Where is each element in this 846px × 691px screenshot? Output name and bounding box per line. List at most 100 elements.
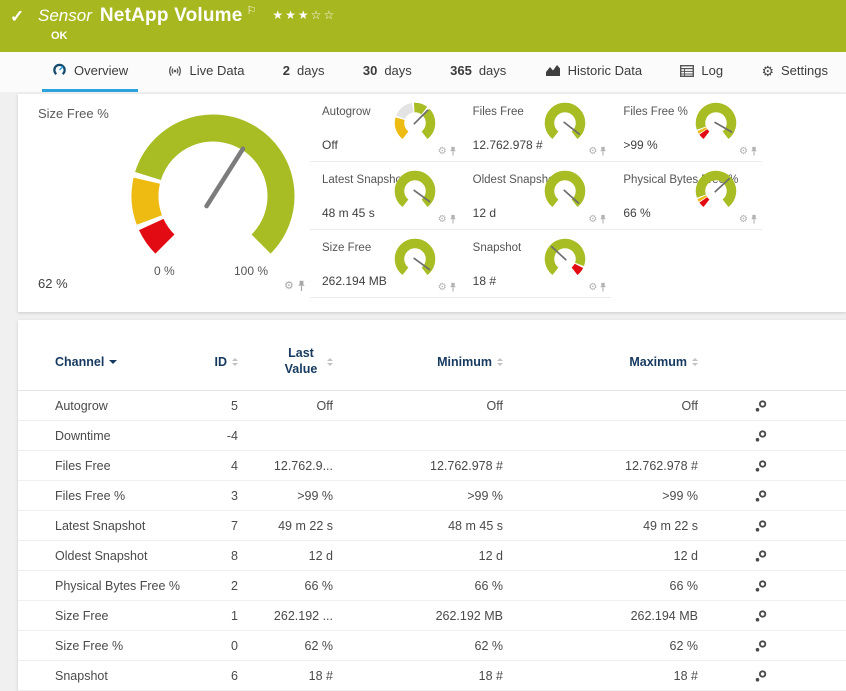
pin-icon[interactable]	[449, 282, 457, 293]
table-row-latest-snapshot[interactable]: Latest Snapshot 7 49 m 22 s 48 m 45 s 49…	[18, 511, 846, 541]
sort-icon	[692, 358, 698, 366]
tab-historic-data[interactable]: Historic Data	[535, 52, 652, 92]
column-header-minimum[interactable]: Minimum	[333, 355, 503, 369]
gauges-panel: Size Free % 0 % 100 % 62 % ⚙ Autogrow Of…	[18, 94, 846, 312]
channel-name: Files Free %	[55, 488, 126, 503]
pin-icon[interactable]	[599, 146, 607, 157]
gauge-tile-size-free[interactable]: Size Free 262.194 MB ⚙	[310, 230, 461, 298]
column-header-last-value[interactable]: Last Value	[238, 346, 333, 377]
channel-id: 4	[231, 458, 238, 473]
channel-settings-icon[interactable]	[754, 669, 768, 683]
pin-icon[interactable]	[297, 280, 306, 292]
table-row-autogrow[interactable]: Autogrow 5 Off Off Off	[18, 391, 846, 421]
channel-settings-icon[interactable]	[754, 549, 768, 563]
pin-icon[interactable]	[750, 214, 758, 225]
gauge-tile-files-free[interactable]: Files Free % >99 % ⚙	[611, 94, 762, 162]
gear-icon[interactable]: ⚙	[437, 145, 447, 157]
channel-settings-icon[interactable]	[754, 489, 768, 503]
channel-settings-icon[interactable]	[754, 399, 768, 413]
table-row-downtime[interactable]: Downtime -4	[18, 421, 846, 451]
gear-icon[interactable]: ⚙	[437, 213, 447, 225]
channel-name: Size Free %	[55, 638, 124, 653]
table-row-oldest-snapshot[interactable]: Oldest Snapshot 8 12 d 12 d 12 d	[18, 541, 846, 571]
table-row-files-free[interactable]: Files Free 4 12.762.9... 12.762.978 # 12…	[18, 451, 846, 481]
gauge-tile-physical-bytes-free[interactable]: Physical Bytes Free % 66 % ⚙	[611, 162, 762, 230]
flag-icon[interactable]: ⚐	[246, 5, 257, 17]
channel-maximum: 12 d	[673, 548, 698, 563]
channel-minimum: 62 %	[474, 638, 504, 653]
channel-settings-icon[interactable]	[754, 429, 768, 443]
historic-data-icon	[545, 64, 561, 77]
status-ok-check-icon: ✓	[10, 7, 25, 26]
priority-stars[interactable]: ★★★☆☆	[272, 8, 337, 22]
channel-id: 3	[231, 488, 238, 503]
table-row-physical-bytes-free[interactable]: Physical Bytes Free % 2 66 % 66 % 66 %	[18, 571, 846, 601]
gauge-tile-files-free[interactable]: Files Free 12.762.978 # ⚙	[460, 94, 612, 162]
pin-icon[interactable]	[449, 146, 457, 157]
live-data-icon	[167, 64, 183, 78]
mini-gauge-grid: Autogrow Off ⚙ Files Free 12.762.978 # ⚙…	[310, 94, 762, 298]
gauge-label: Snapshot	[472, 242, 522, 254]
table-row-files-free[interactable]: Files Free % 3 >99 % >99 % >99 %	[18, 481, 846, 511]
channel-settings-icon[interactable]	[754, 609, 768, 623]
pin-icon[interactable]	[599, 282, 607, 293]
tab-label: days	[384, 63, 412, 78]
channels-table-body: Autogrow 5 Off Off Off Downtime -4 Files…	[18, 391, 846, 691]
gear-icon[interactable]: ⚙	[588, 145, 598, 157]
pin-icon[interactable]	[750, 146, 758, 157]
table-row-size-free[interactable]: Size Free 1 262.192 ... 262.192 MB 262.1…	[18, 601, 846, 631]
tab-2-days[interactable]: 2 days	[273, 52, 335, 92]
gauge-value: Off	[322, 138, 338, 152]
channel-settings-icon[interactable]	[754, 639, 768, 653]
channel-last-value: >99 %	[297, 488, 333, 503]
column-header-id[interactable]: ID	[200, 355, 238, 369]
gear-icon[interactable]: ⚙	[284, 279, 294, 292]
tab-365-days[interactable]: 365 days	[440, 52, 516, 92]
table-row-size-free[interactable]: Size Free % 0 62 % 62 % 62 %	[18, 631, 846, 661]
gauge-actions: ⚙	[739, 214, 758, 225]
tab-log[interactable]: Log	[670, 52, 733, 92]
gauge-tile-latest-snapshot[interactable]: Latest Snapshot 48 m 45 s ⚙	[310, 162, 461, 230]
channel-minimum: 66 %	[474, 578, 504, 593]
channel-settings-icon[interactable]	[754, 579, 768, 593]
channel-minimum: 262.192 MB	[435, 608, 503, 623]
channel-id: 7	[231, 518, 238, 533]
channels-table-card: Channel ID Last Value Minimum Maximum Au…	[18, 320, 846, 691]
gear-icon[interactable]: ⚙	[588, 213, 598, 225]
table-row-snapshot[interactable]: Snapshot 6 18 # 18 # 18 #	[18, 661, 846, 691]
channel-minimum: Off	[486, 398, 503, 413]
gear-icon[interactable]: ⚙	[739, 213, 748, 225]
mini-gauge-dial	[695, 102, 737, 139]
gauge-actions: ⚙	[588, 146, 607, 157]
pin-icon[interactable]	[599, 214, 607, 225]
pin-icon[interactable]	[449, 214, 457, 225]
channel-minimum: 12.762.978 #	[430, 458, 503, 473]
channel-settings-icon[interactable]	[754, 519, 768, 533]
gear-icon[interactable]: ⚙	[437, 281, 447, 293]
tab-label: days	[478, 63, 507, 78]
channel-id: 5	[231, 398, 238, 413]
gear-icon[interactable]: ⚙	[739, 145, 748, 157]
log-icon	[680, 64, 695, 77]
gauge-tile-snapshot[interactable]: Snapshot 18 # ⚙	[460, 230, 612, 298]
gear-icon[interactable]: ⚙	[588, 281, 598, 293]
channel-maximum: 66 %	[669, 578, 699, 593]
channel-name: Snapshot	[55, 668, 108, 683]
tab-overview[interactable]: Overview	[42, 52, 139, 92]
channel-settings-icon[interactable]	[754, 459, 768, 473]
gauge-actions: ⚙	[438, 146, 457, 157]
gauge-value: >99 %	[623, 138, 658, 152]
gauge-value: 48 m 45 s	[322, 206, 375, 220]
tab-settings[interactable]: ⚙ Settings	[751, 52, 838, 92]
channel-name: Oldest Snapshot	[55, 548, 148, 563]
tab-30-days[interactable]: 30 days	[353, 52, 422, 92]
column-header-channel[interactable]: Channel	[55, 355, 200, 369]
channel-name: Size Free	[55, 608, 109, 623]
tab-live-data[interactable]: Live Data	[157, 52, 255, 92]
gauge-tile-autogrow[interactable]: Autogrow Off ⚙	[310, 94, 461, 162]
gauge-tile-oldest-snapshot[interactable]: Oldest Snapshot 12 d ⚙	[460, 162, 612, 230]
channel-last-value: 12 d	[308, 548, 333, 563]
tab-label: Log	[701, 63, 724, 78]
column-header-maximum[interactable]: Maximum	[503, 355, 698, 369]
